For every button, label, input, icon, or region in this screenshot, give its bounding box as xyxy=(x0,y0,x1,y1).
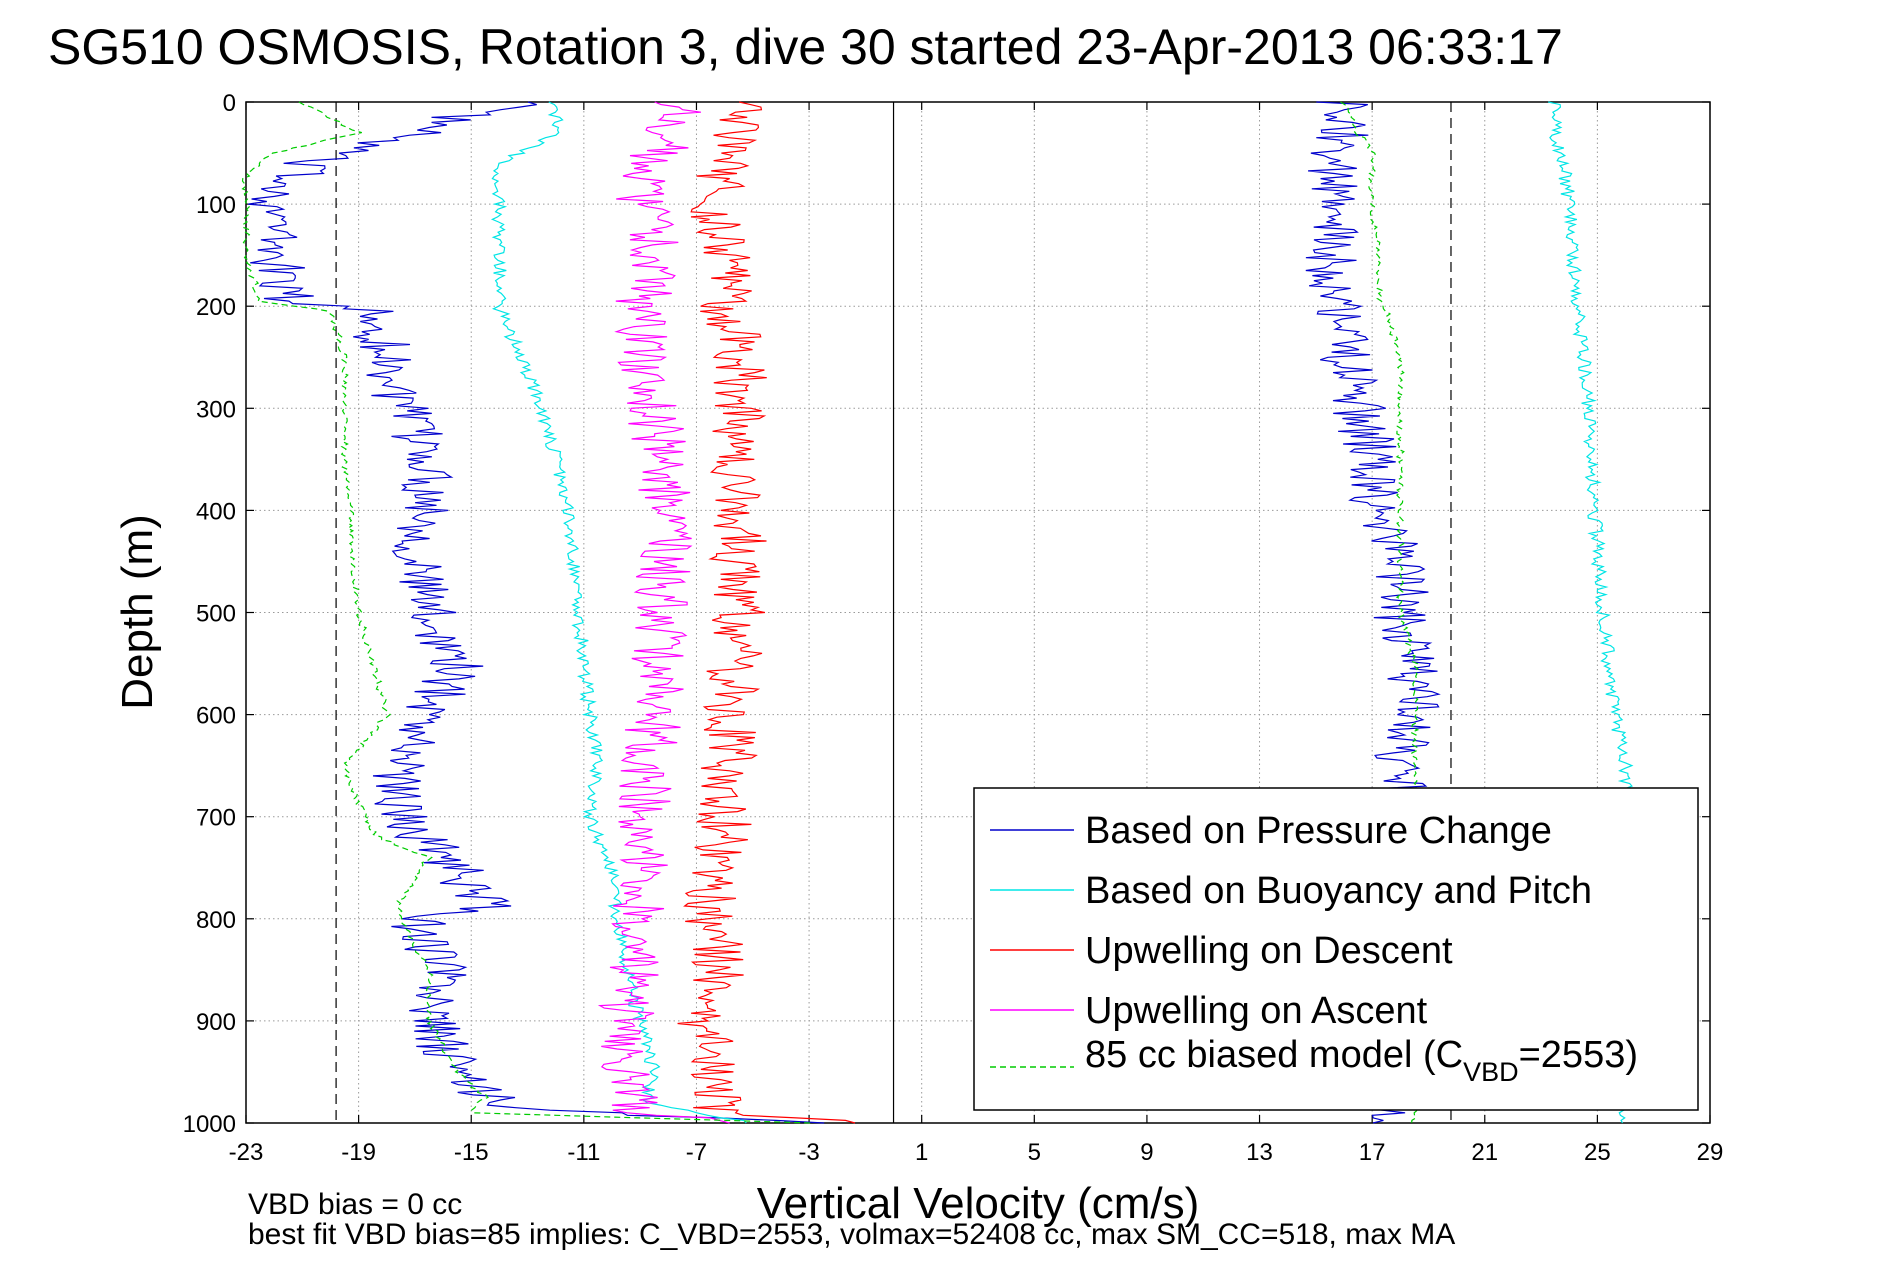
series-upwelling-ascent-descent xyxy=(597,101,730,1124)
x-tick-label: -19 xyxy=(341,1139,376,1166)
y-tick-label: 300 xyxy=(196,396,236,423)
legend-label-upwelling-ascent: Upwelling on Ascent xyxy=(1085,990,1428,1032)
legend: Based on Pressure Change Based on Buoyanc… xyxy=(973,787,1699,1111)
legend-label-upwelling-descent: Upwelling on Descent xyxy=(1085,930,1453,972)
y-axis: 0 100 200 300 400 500 600 700 800 900 1000 xyxy=(183,90,1710,1138)
y-axis-label: Depth (m) xyxy=(113,514,162,710)
x-tick-label: 21 xyxy=(1471,1139,1498,1166)
x-tick-label: -15 xyxy=(454,1139,489,1166)
legend-label-biased-model: 85 cc biased model (CVBD=2553) xyxy=(1085,1034,1638,1087)
x-tick-label: 9 xyxy=(1140,1139,1153,1166)
y-tick-label: 0 xyxy=(223,90,236,117)
x-tick-label: -3 xyxy=(798,1139,819,1166)
x-axis: -23 -19 -15 -11 -7 -3 1 5 9 13 17 21 25 29 xyxy=(229,102,1724,1166)
series-buoyancy-pitch-descent xyxy=(490,101,747,1124)
x-tick-label: -7 xyxy=(686,1139,707,1166)
x-tick-label: 29 xyxy=(1697,1139,1724,1166)
x-tick-label: 25 xyxy=(1584,1139,1611,1166)
x-axis-label: Vertical Velocity (cm/s) xyxy=(757,1179,1200,1228)
legend-label-pressure-change: Based on Pressure Change xyxy=(1085,810,1552,852)
y-tick-label: 900 xyxy=(196,1009,236,1036)
chart-title: SG510 OSMOSIS, Rotation 3, dive 30 start… xyxy=(48,19,1563,75)
x-tick-label: 5 xyxy=(1028,1139,1041,1166)
y-tick-label: 800 xyxy=(196,907,236,934)
y-tick-label: 200 xyxy=(196,294,236,321)
y-tick-label: 500 xyxy=(196,601,236,628)
legend-label-buoyancy-pitch: Based on Buoyancy and Pitch xyxy=(1085,870,1592,912)
x-tick-label: 17 xyxy=(1359,1139,1386,1166)
y-tick-label: 700 xyxy=(196,805,236,832)
x-tick-label: -11 xyxy=(567,1139,600,1166)
footer-line-2: best fit VBD bias=85 implies: C_VBD=2553… xyxy=(248,1218,1455,1251)
y-tick-label: 1000 xyxy=(183,1111,236,1138)
series-pressure-change-descent xyxy=(248,101,825,1124)
series-upwelling-descent-descent xyxy=(677,101,856,1124)
y-tick-label: 400 xyxy=(196,498,236,525)
x-tick-label: -23 xyxy=(229,1139,264,1166)
y-tick-label: 100 xyxy=(196,192,236,219)
series-biased-model-descent xyxy=(241,101,812,1124)
footer-line-1: VBD bias = 0 cc xyxy=(248,1188,462,1221)
legend-box xyxy=(973,787,1699,1111)
y-tick-label: 600 xyxy=(196,703,236,730)
x-tick-label: 1 xyxy=(915,1139,928,1166)
x-tick-label: 13 xyxy=(1246,1139,1273,1166)
